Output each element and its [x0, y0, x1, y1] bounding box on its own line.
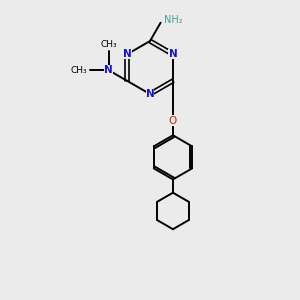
Text: O: O [169, 116, 177, 126]
Text: N: N [123, 49, 131, 59]
Text: CH₃: CH₃ [100, 40, 117, 49]
Text: N: N [104, 65, 113, 75]
Text: N: N [146, 89, 154, 99]
Text: NH₂: NH₂ [164, 15, 183, 25]
Text: N: N [169, 49, 177, 59]
Text: CH₃: CH₃ [70, 66, 87, 75]
